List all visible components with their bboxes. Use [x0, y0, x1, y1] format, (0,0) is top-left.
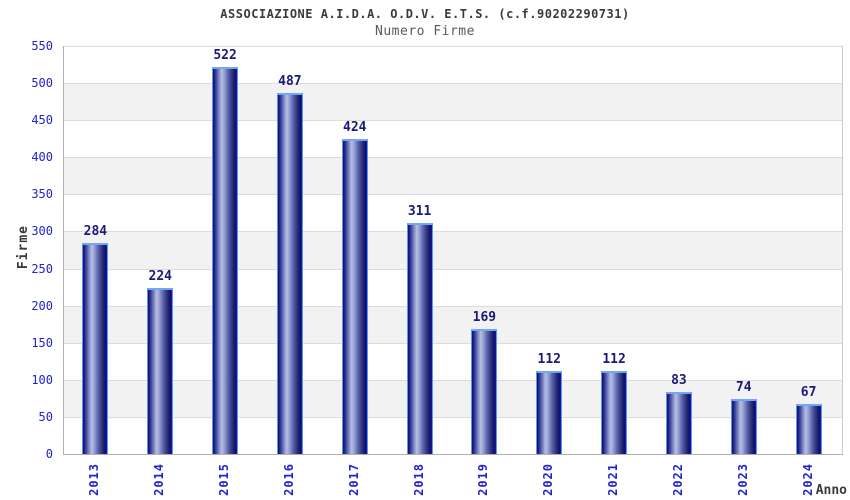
background-band — [64, 120, 842, 158]
y-tick-label: 350 — [31, 187, 53, 202]
background-band — [64, 194, 842, 232]
x-tick-label: 2017 — [346, 463, 361, 496]
y-tick-label: 450 — [31, 113, 53, 128]
bar-2020 — [536, 370, 563, 454]
gridline — [64, 120, 842, 122]
y-tick-label: 150 — [31, 335, 53, 350]
gridline — [64, 379, 842, 381]
bar-value-label: 284 — [83, 224, 108, 240]
x-tick-label: 2015 — [217, 463, 232, 496]
bar-2024 — [795, 404, 822, 454]
y-tick-label: 100 — [31, 372, 53, 387]
background-band — [64, 416, 842, 454]
bar-value-label: 112 — [602, 351, 626, 367]
bar-2013 — [82, 243, 109, 454]
x-tick-label: 2014 — [152, 463, 167, 496]
bar-value-label: 311 — [407, 204, 432, 220]
gridline — [64, 305, 842, 307]
background-band — [64, 157, 842, 195]
gridline — [64, 268, 842, 270]
bar-value-label: 83 — [671, 373, 687, 389]
bar-value-label: 224 — [148, 268, 172, 284]
x-tick-label: 2013 — [87, 463, 102, 496]
background-band — [64, 342, 842, 380]
x-tick-label: 2023 — [735, 463, 750, 496]
gridline — [64, 83, 842, 85]
x-tick-label: 2021 — [606, 463, 621, 496]
background-band — [64, 231, 842, 269]
bar-value-label: 74 — [735, 380, 752, 396]
background-band — [64, 379, 842, 417]
x-tick-label: 2018 — [411, 463, 426, 496]
gridline — [64, 157, 842, 159]
plot-area — [63, 46, 843, 455]
gridline — [64, 231, 842, 233]
gridline — [64, 46, 842, 47]
y-tick-label: 0 — [45, 447, 53, 461]
bar-2016 — [276, 92, 303, 454]
bar-2022 — [665, 392, 692, 454]
x-tick-label: 2022 — [670, 463, 685, 496]
bar-2018 — [406, 223, 433, 454]
y-tick-label: 50 — [38, 409, 53, 424]
y-tick-label: 200 — [31, 298, 53, 313]
background-band — [64, 305, 842, 343]
background-band — [64, 46, 842, 84]
bar-value-label: 424 — [343, 120, 367, 136]
bar-2021 — [601, 370, 628, 454]
bar-value-label: 112 — [537, 351, 561, 367]
bar-2023 — [730, 399, 757, 454]
y-tick-label: 250 — [31, 261, 53, 276]
background-band — [64, 83, 842, 121]
bar-value-label: 67 — [800, 385, 817, 401]
y-tick-label: 550 — [31, 39, 53, 53]
x-tick-label: 2020 — [541, 463, 556, 496]
background-band — [64, 268, 842, 306]
bar-2015 — [212, 66, 239, 454]
bar-2014 — [147, 287, 174, 454]
x-tick-label: 2016 — [281, 463, 296, 496]
x-tick-label: 2019 — [476, 463, 491, 496]
chart-title: ASSOCIAZIONE A.I.D.A. O.D.V. E.T.S. (c.f… — [220, 7, 630, 21]
y-tick-label: 300 — [31, 224, 53, 239]
x-axis-title: Anno — [815, 483, 847, 498]
chart-subtitle: Numero Firme — [375, 24, 475, 39]
y-tick-label: 500 — [31, 76, 53, 91]
bar-2019 — [471, 328, 498, 454]
gridline — [64, 194, 842, 196]
bar-value-label: 487 — [278, 73, 302, 89]
gridline — [64, 342, 842, 344]
gridline — [64, 416, 842, 418]
bar-value-label: 522 — [213, 47, 237, 63]
x-tick-label: 2024 — [800, 463, 815, 496]
y-tick-label: 400 — [31, 150, 53, 165]
bar-2017 — [341, 139, 368, 454]
bar-value-label: 169 — [472, 309, 497, 325]
